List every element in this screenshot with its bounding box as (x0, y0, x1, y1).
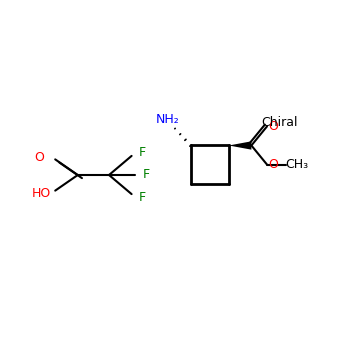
Text: O: O (268, 158, 278, 171)
Text: F: F (143, 168, 150, 182)
Text: F: F (139, 191, 146, 204)
Text: CH₃: CH₃ (285, 158, 308, 171)
Text: O: O (34, 151, 44, 164)
Text: NH₂: NH₂ (156, 113, 180, 126)
Text: F: F (139, 146, 146, 159)
Text: Chiral: Chiral (261, 117, 298, 130)
Text: HO: HO (32, 187, 51, 199)
Polygon shape (229, 141, 251, 150)
Text: O: O (268, 120, 278, 133)
